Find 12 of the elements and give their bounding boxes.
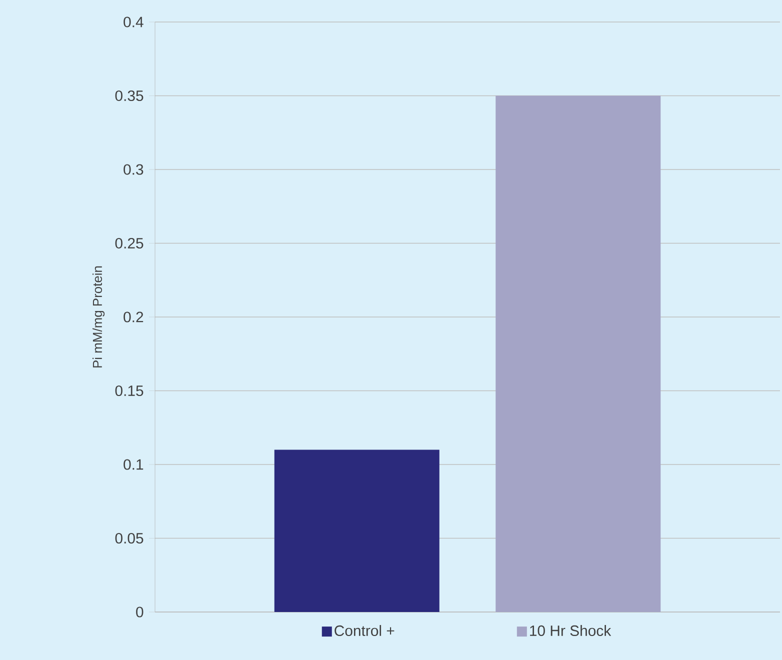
legend-label: Control +: [334, 625, 394, 636]
y-tick-label: 0.4: [124, 16, 144, 28]
y-axis-title: Pi mM/mg Protein: [92, 266, 105, 368]
y-tick-label: 0: [136, 606, 144, 618]
y-tick-label: 0.3: [124, 164, 144, 175]
y-tick-label: 0.15: [115, 385, 144, 396]
legend-label: 10 Hr Shock: [530, 625, 612, 636]
y-tick-label: 0.35: [115, 90, 144, 102]
y-tick-label: 0.2: [124, 312, 144, 322]
y-tick-label: 0.1: [124, 459, 144, 470]
y-tick-label: 0.25: [115, 238, 144, 249]
y-tick-label: 0.05: [115, 532, 144, 544]
